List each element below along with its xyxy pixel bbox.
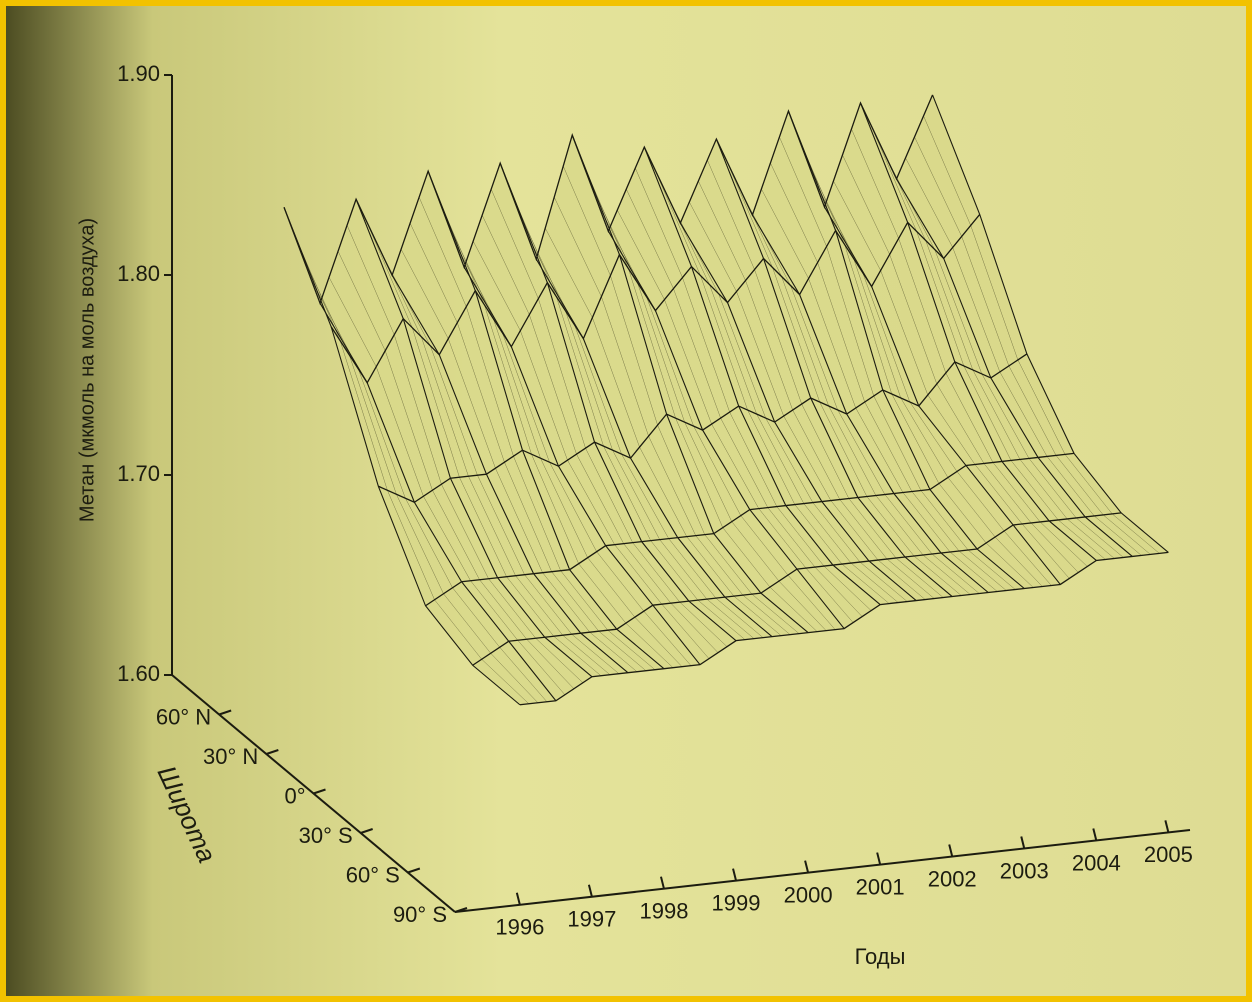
y-tick-label: 30° S — [299, 823, 353, 848]
x-tick-label: 1997 — [567, 907, 616, 932]
z-tick-label: 1.70 — [117, 461, 160, 486]
z-axis-label: Метан (мкмоль на моль воздуха) — [76, 218, 98, 522]
y-tick-label: 30° N — [203, 744, 258, 769]
z-tick-label: 1.90 — [117, 61, 160, 86]
x-tick-label: 2002 — [928, 866, 977, 891]
x-tick-label: 2004 — [1072, 850, 1121, 875]
x-tick-label: 2003 — [1000, 858, 1049, 883]
y-tick-label: 60° N — [156, 704, 211, 729]
chart: Метан (мкмоль на моль воздуха) Широта Го… — [0, 0, 1252, 1002]
y-tick-label: 60° S — [346, 862, 400, 887]
x-tick-label: 1996 — [495, 915, 544, 940]
x-axis-label: Годы — [855, 944, 906, 969]
y-tick-label: 90° S — [393, 902, 447, 927]
x-tick-label: 2001 — [856, 874, 905, 899]
x-tick-label: 1998 — [639, 898, 688, 923]
y-tick-label: 0° — [284, 783, 305, 808]
page: Метан (мкмоль на моль воздуха) Широта Го… — [0, 0, 1252, 1002]
x-tick-label: 1999 — [712, 890, 761, 915]
z-tick-label: 1.80 — [117, 261, 160, 286]
z-tick-label: 1.60 — [117, 661, 160, 686]
x-tick-label: 2000 — [784, 882, 833, 907]
x-tick-label: 2005 — [1144, 842, 1193, 867]
